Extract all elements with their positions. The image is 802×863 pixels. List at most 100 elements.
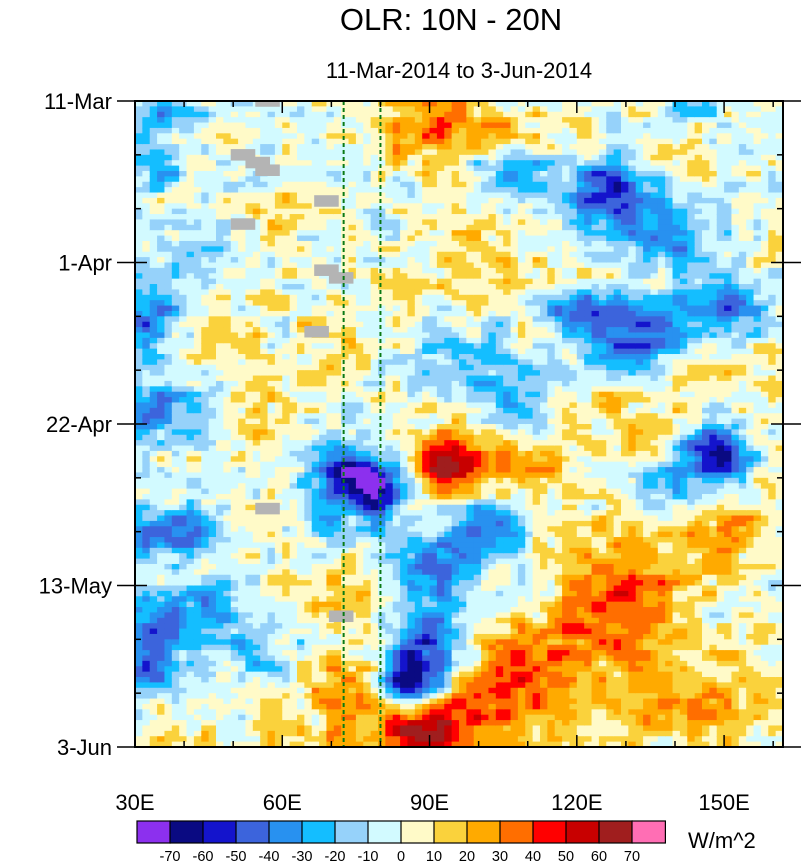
field-cell xyxy=(208,488,217,495)
field-cell xyxy=(407,698,416,705)
field-cell xyxy=(164,660,173,667)
field-cell xyxy=(149,354,158,360)
field-cell xyxy=(304,456,313,463)
field-cell xyxy=(135,461,143,468)
field-cell xyxy=(245,693,254,700)
field-cell xyxy=(260,316,269,323)
field-cell xyxy=(311,316,320,323)
field-cell xyxy=(333,160,342,167)
field-cell xyxy=(297,682,305,689)
field-cell xyxy=(230,203,239,210)
field-cell xyxy=(304,224,313,231)
field-cell xyxy=(319,537,328,544)
field-cell xyxy=(355,580,364,587)
field-cell xyxy=(385,273,394,280)
field-cell xyxy=(193,741,202,747)
olr-field xyxy=(135,101,783,747)
field-cell xyxy=(223,429,232,436)
field-cell xyxy=(193,284,202,291)
field-cell xyxy=(363,343,372,350)
field-cell xyxy=(252,187,261,194)
field-cell xyxy=(193,655,202,662)
field-cell xyxy=(407,316,416,323)
field-cell xyxy=(252,612,261,619)
field-cell xyxy=(274,666,283,673)
field-cell xyxy=(363,612,372,619)
field-cell xyxy=(193,461,202,468)
field-cell xyxy=(429,117,438,124)
field-cell xyxy=(414,730,423,737)
field-cell xyxy=(348,343,357,350)
field-cell xyxy=(385,359,394,366)
field-cell xyxy=(142,693,151,700)
field-cell xyxy=(267,467,276,474)
field-cell xyxy=(385,187,394,194)
field-cell xyxy=(348,445,357,452)
field-cell xyxy=(341,628,350,635)
field-cell xyxy=(407,488,416,495)
field-cell xyxy=(400,623,409,630)
field-cell xyxy=(348,574,357,581)
field-cell xyxy=(142,677,151,683)
field-cell xyxy=(348,176,357,183)
field-cell xyxy=(164,101,173,107)
field-cell xyxy=(370,709,379,716)
field-cell xyxy=(282,467,291,474)
field-cell xyxy=(400,612,409,619)
field-cell xyxy=(201,397,210,404)
field-cell xyxy=(230,305,239,312)
field-cell xyxy=(429,138,438,145)
field-cell xyxy=(179,563,188,570)
field-cell xyxy=(135,154,143,161)
field-cell xyxy=(149,440,158,447)
field-cell xyxy=(186,580,195,587)
field-cell xyxy=(414,375,423,382)
field-cell xyxy=(333,348,342,355)
field-cell xyxy=(149,262,158,269)
field-cell xyxy=(407,736,416,743)
field-cell xyxy=(179,607,188,614)
field-cell xyxy=(216,714,224,721)
field-cell xyxy=(370,450,379,457)
field-cell xyxy=(385,294,394,301)
field-cell xyxy=(135,278,143,285)
field-cell xyxy=(436,364,445,371)
field-cell xyxy=(385,596,394,603)
field-cell xyxy=(392,574,401,581)
field-cell xyxy=(370,380,379,387)
field-cell xyxy=(223,596,232,603)
field-cell xyxy=(179,133,188,140)
field-cell xyxy=(289,257,298,264)
field-cell xyxy=(201,537,210,544)
field-cell xyxy=(414,305,423,312)
field-cell xyxy=(245,192,254,199)
field-cell xyxy=(304,380,313,387)
field-cell xyxy=(392,354,401,360)
field-cell xyxy=(245,682,254,689)
field-cell xyxy=(341,203,350,210)
field-cell xyxy=(341,563,350,570)
field-cell xyxy=(385,730,394,737)
field-cell xyxy=(319,504,328,511)
field-cell xyxy=(422,133,431,140)
field-cell xyxy=(370,337,379,344)
field-cell xyxy=(171,144,180,151)
field-cell xyxy=(208,133,217,140)
field-cell xyxy=(208,693,217,700)
field-cell xyxy=(341,553,350,560)
field-cell xyxy=(341,531,350,538)
field-cell xyxy=(142,580,151,587)
field-cell xyxy=(355,154,364,161)
field-cell xyxy=(142,354,151,360)
field-cell xyxy=(355,170,364,177)
field-cell xyxy=(216,515,224,522)
field-cell xyxy=(282,160,291,167)
field-cell xyxy=(142,547,151,554)
field-cell xyxy=(326,714,335,721)
field-cell xyxy=(385,154,394,161)
field-cell xyxy=(267,434,276,441)
field-cell xyxy=(157,429,166,436)
field-cell xyxy=(341,429,350,436)
field-cell xyxy=(274,434,283,441)
field-cell xyxy=(201,628,210,635)
